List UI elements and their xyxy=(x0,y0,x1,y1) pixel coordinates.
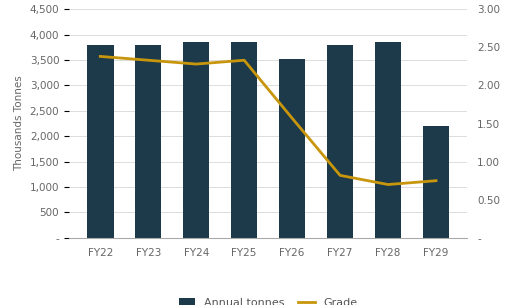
Grade xyxy=(145,59,151,62)
Legend: Annual tonnes, Grade: Annual tonnes, Grade xyxy=(174,294,362,305)
Bar xyxy=(327,45,353,238)
Y-axis label: Thousands Tonnes: Thousands Tonnes xyxy=(14,76,24,171)
Grade xyxy=(289,117,295,120)
Grade xyxy=(385,183,391,186)
Grade xyxy=(97,55,104,58)
Bar xyxy=(279,59,305,238)
Grade xyxy=(193,62,200,66)
Grade xyxy=(337,174,343,177)
Bar xyxy=(183,42,209,238)
Bar xyxy=(231,42,258,238)
Bar xyxy=(375,42,401,238)
Bar xyxy=(87,45,114,238)
Bar xyxy=(135,45,161,238)
Grade xyxy=(241,59,247,62)
Bar xyxy=(423,126,449,238)
Grade xyxy=(433,179,439,182)
Line: Grade: Grade xyxy=(100,56,436,185)
